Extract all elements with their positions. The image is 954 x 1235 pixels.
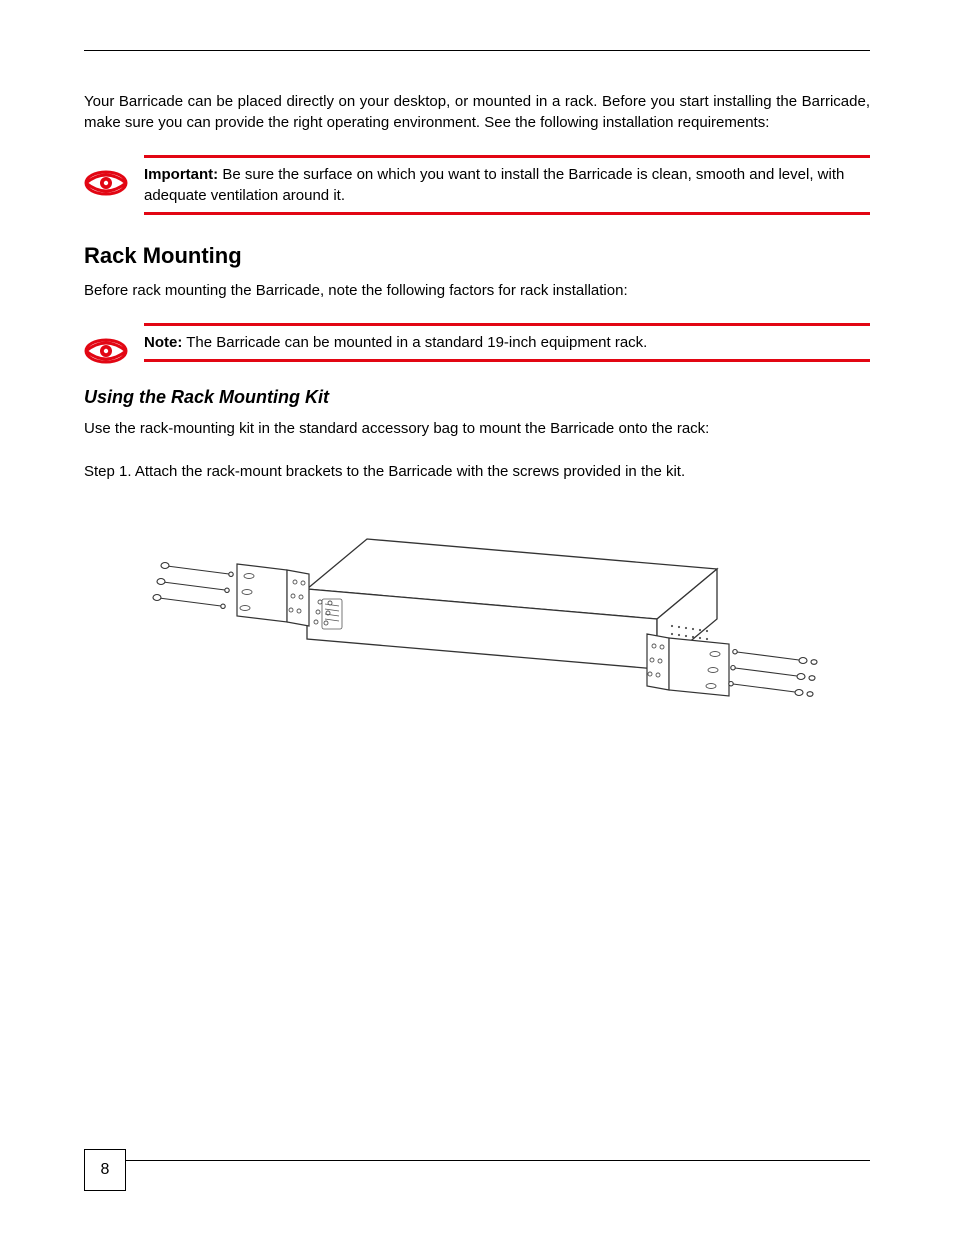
figure-rack-brackets	[84, 504, 870, 720]
kit-paragraph: Use the rack-mounting kit in the standar…	[84, 418, 870, 439]
red-rule-bottom	[144, 212, 870, 215]
note-standard-text: Note: The Barricade can be mounted in a …	[144, 332, 870, 353]
note-important-text: Important: Be sure the surface on which …	[144, 164, 870, 206]
eye-icon	[84, 155, 144, 197]
intro-paragraph: Your Barricade can be placed directly on…	[84, 91, 870, 133]
eye-icon	[84, 323, 144, 365]
step-1: Step 1. Attach the rack-mount brackets t…	[84, 461, 870, 482]
footer-rule	[126, 1160, 870, 1162]
red-rule-top	[144, 323, 870, 326]
heading-kit: Using the Rack Mounting Kit	[84, 385, 870, 410]
red-rule-bottom	[144, 359, 870, 362]
red-rule-top	[144, 155, 870, 158]
top-rule	[84, 50, 870, 51]
heading-rack-mounting: Rack Mounting	[84, 241, 870, 272]
note-standard: Note: The Barricade can be mounted in a …	[84, 323, 870, 365]
footer: 8	[84, 1149, 870, 1191]
note-important: Important: Be sure the surface on which …	[84, 155, 870, 215]
rack-paragraph: Before rack mounting the Barricade, note…	[84, 280, 870, 301]
page-number: 8	[84, 1149, 126, 1191]
